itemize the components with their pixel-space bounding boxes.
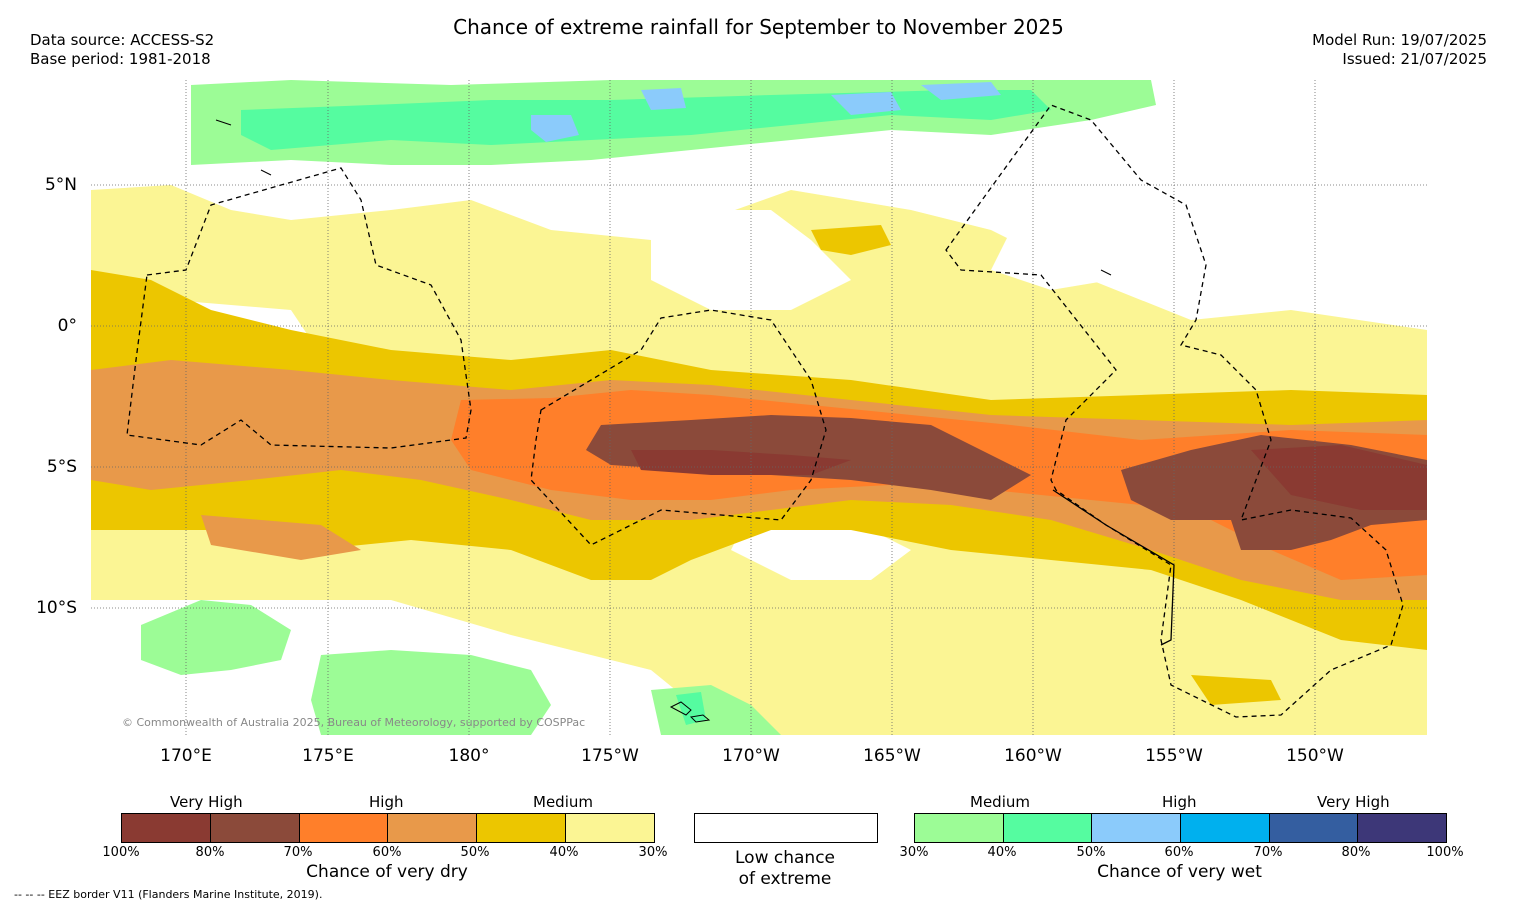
zone-dry-very-high-dark <box>631 450 851 475</box>
low-chance-label-1: Low chance <box>735 848 835 868</box>
dry-tick: 40% <box>549 845 579 860</box>
zone-wet-mid <box>831 92 901 115</box>
data-source-label: Data source: ACCESS-S2 <box>30 31 215 49</box>
zone-wet-mid <box>921 82 1001 100</box>
dry-level-label: Very High <box>170 793 243 811</box>
lat-label: 0° <box>57 316 77 336</box>
lon-label: 180° <box>448 746 490 766</box>
graticule <box>91 80 1427 735</box>
lon-label: 150°W <box>1286 746 1344 766</box>
zone-low-chance <box>991 230 1111 290</box>
model-run-label: Model Run: 19/07/2025 <box>1312 31 1487 49</box>
lon-label: 155°W <box>1145 746 1203 766</box>
dry-tick: 80% <box>195 845 225 860</box>
wet-tick: 30% <box>899 845 929 860</box>
dry-swatch <box>210 814 300 842</box>
zone-dry-very-high-dark <box>1251 445 1427 510</box>
wet-level-label: Medium <box>970 793 1030 811</box>
lon-label: 175°W <box>581 746 639 766</box>
low-chance-swatch <box>694 813 878 843</box>
wet-tick: 70% <box>1253 845 1283 860</box>
dry-level-label: Medium <box>533 793 593 811</box>
zone-wet-high <box>676 692 706 725</box>
zone-dry-high-light <box>201 515 361 560</box>
wet-swatch <box>1092 814 1182 842</box>
eez-border-solid <box>1052 489 1175 646</box>
dry-tick: 50% <box>460 845 490 860</box>
dry-tick: 70% <box>283 845 313 860</box>
lat-label: 5°S <box>46 457 77 477</box>
lon-label: 175°E <box>302 746 354 766</box>
lon-label: 170°W <box>722 746 780 766</box>
dry-swatch <box>122 814 211 842</box>
dry-tick: 100% <box>102 845 140 860</box>
zone-wet-medium <box>311 650 551 735</box>
lon-label: 170°E <box>160 746 212 766</box>
zone-wet-medium <box>141 600 291 675</box>
lon-label: 165°W <box>863 746 921 766</box>
islands <box>215 119 1112 723</box>
dry-swatch <box>388 814 478 842</box>
dry-colorbar <box>121 813 655 843</box>
rainfall-map <box>91 80 1427 735</box>
wet-swatch <box>915 814 1004 842</box>
dry-swatch <box>299 814 389 842</box>
zone-dry-medium <box>1191 675 1281 705</box>
lat-label: 5°N <box>44 175 77 195</box>
base-period-label: Base period: 1981-2018 <box>30 50 211 68</box>
copyright-text: © Commonwealth of Australia 2025, Bureau… <box>122 716 586 729</box>
wet-tick: 50% <box>1076 845 1106 860</box>
wet-swatch <box>1003 814 1093 842</box>
map-canvas <box>91 80 1427 735</box>
lat-label: 10°S <box>36 598 77 618</box>
dry-legend-title: Chance of very dry <box>306 862 468 882</box>
wet-tick: 40% <box>987 845 1017 860</box>
low-chance-label-2: of extreme <box>738 869 832 889</box>
map-title: Chance of extreme rainfall for September… <box>453 15 1064 39</box>
dry-swatch <box>566 814 654 842</box>
wet-swatch <box>1358 814 1447 842</box>
eez-borders <box>126 104 1404 718</box>
lon-label: 160°W <box>1004 746 1062 766</box>
dry-level-label: High <box>369 793 404 811</box>
wet-level-label: High <box>1162 793 1197 811</box>
wet-swatch <box>1269 814 1359 842</box>
wet-legend-title: Chance of very wet <box>1097 862 1262 882</box>
zone-dry-medium <box>811 225 891 255</box>
eez-footnote: -- -- -- EEZ border V11 (Flanders Marine… <box>14 888 323 901</box>
zone-wet-mid <box>531 115 579 142</box>
wet-tick: 80% <box>1341 845 1371 860</box>
dry-tick: 30% <box>638 845 668 860</box>
wet-level-label: Very High <box>1317 793 1390 811</box>
dry-tick: 60% <box>372 845 402 860</box>
wet-swatch <box>1181 814 1270 842</box>
zone-wet-mid <box>641 88 686 110</box>
wet-tick: 100% <box>1426 845 1464 860</box>
issued-label: Issued: 21/07/2025 <box>1342 50 1487 68</box>
dry-swatch <box>477 814 567 842</box>
wet-tick: 60% <box>1164 845 1194 860</box>
wet-colorbar <box>914 813 1447 843</box>
